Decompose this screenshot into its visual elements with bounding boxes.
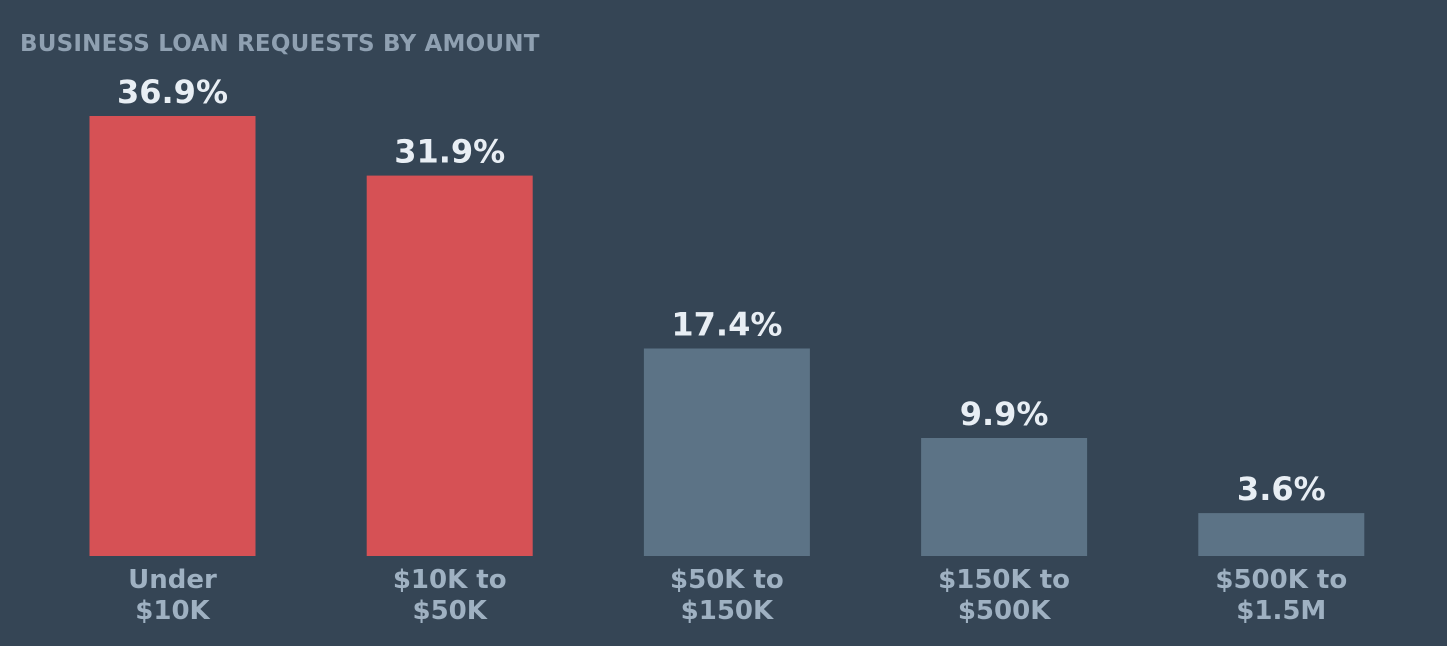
value-label-0: 36.9% xyxy=(117,73,228,111)
category-label-1-line-0: $10K to xyxy=(393,565,507,595)
category-label-0-line-1: $10K xyxy=(135,596,210,626)
value-label-1: 31.9% xyxy=(394,133,505,171)
category-label-4-line-0: $500K to xyxy=(1215,565,1347,595)
bar-0 xyxy=(89,116,256,556)
bar-3 xyxy=(921,438,1088,556)
category-label-3-line-0: $150K to xyxy=(938,565,1070,595)
category-label-2-line-0: $50K to xyxy=(670,565,784,595)
bars-group xyxy=(89,116,1365,556)
category-labels-group: Under$10K $10K to$50K $50K to$150K $150K to… xyxy=(128,565,1347,626)
value-label-2: 17.4% xyxy=(671,306,782,344)
category-label-1-line-1: $50K xyxy=(412,596,487,626)
bar-4 xyxy=(1198,513,1365,556)
category-label-2-line-1: $150K xyxy=(681,596,774,626)
category-label-3-line-1: $500K xyxy=(958,596,1051,626)
bar-1 xyxy=(366,175,533,556)
value-label-4: 3.6% xyxy=(1237,470,1326,508)
chart-title: BUSINESS LOAN REQUESTS BY AMOUNT xyxy=(20,31,540,57)
bar-2 xyxy=(643,348,810,556)
category-label-0-line-0: Under xyxy=(128,565,217,595)
category-label-4-line-1: $1.5M xyxy=(1236,596,1326,626)
value-label-3: 9.9% xyxy=(960,395,1049,433)
value-labels-group: 36.9% 31.9% 17.4% 9.9% 3.6% xyxy=(117,73,1326,508)
